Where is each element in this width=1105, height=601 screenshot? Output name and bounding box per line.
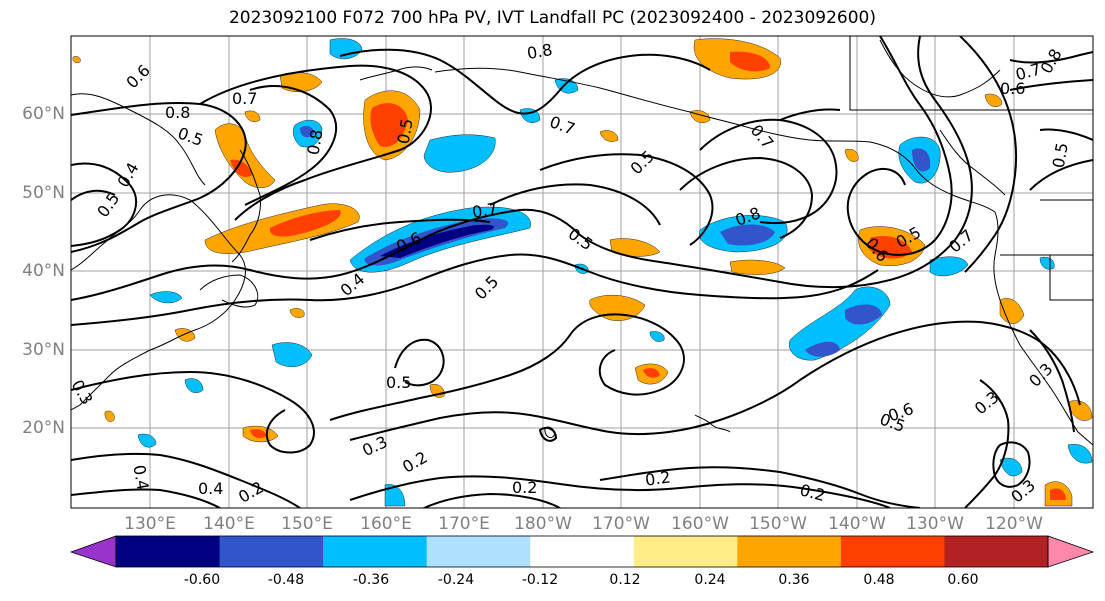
lat-label: 50°N — [22, 183, 65, 203]
colorbar-segment — [840, 536, 945, 567]
lon-label: 160°E — [360, 514, 412, 534]
colorbar-segment — [737, 536, 842, 567]
lon-label: 180°W — [514, 514, 572, 534]
contour-label: 0.2 — [644, 467, 672, 489]
contour-label: 0.8 — [303, 128, 326, 156]
colorbar-segment — [116, 536, 221, 567]
contour-label: 0.8 — [165, 103, 190, 122]
colorbar-segment — [530, 536, 635, 567]
colorbar-segment — [633, 536, 738, 567]
colorbar-tick-label: 0.36 — [778, 572, 810, 588]
pv-contours — [71, 36, 1093, 508]
colorbar — [69, 535, 1095, 568]
contour-label: 0.8 — [525, 40, 553, 63]
lon-label: 160°W — [671, 514, 729, 534]
contour-label: 0.4 — [198, 479, 223, 498]
colorbar-extend-max — [1047, 535, 1095, 568]
shaded-anomalies — [72, 38, 1093, 507]
colorbar-extend-min — [69, 535, 117, 568]
contour-label: 0.2 — [512, 478, 537, 497]
colorbar-tick-label: -0.60 — [183, 572, 221, 588]
colorbar-segment — [219, 536, 324, 567]
coastlines — [71, 36, 1093, 446]
lon-label: 120°W — [985, 514, 1043, 534]
colorbar-tick-label: 0.60 — [947, 572, 979, 588]
colorbar-tick-label: 0.48 — [863, 572, 895, 588]
contour-label: 0.6 — [1000, 79, 1025, 98]
colorbar-tick-label: -0.24 — [437, 572, 475, 588]
lon-label: 130°E — [124, 514, 176, 534]
contour-label: 0.4 — [129, 463, 152, 491]
map-frame — [70, 35, 1094, 509]
colorbar-tick-label: -0.48 — [267, 572, 305, 588]
contour-label: 0.5 — [386, 373, 411, 392]
contour-label: 0.7 — [471, 199, 499, 222]
map-gridlines — [71, 36, 1093, 508]
page-title: 2023092100 F072 700 hPa PV, IVT Landfall… — [228, 8, 876, 28]
lon-label: 150°E — [281, 514, 333, 534]
lon-label: 130°W — [906, 514, 964, 534]
lat-label: 20°N — [22, 418, 65, 438]
colorbar-tick-label: 0.12 — [609, 572, 641, 588]
lon-label: 170°E — [438, 514, 490, 534]
lat-label: 40°N — [22, 261, 65, 281]
contour-label: 0.7 — [232, 89, 257, 108]
colorbar-tick-label: -0.36 — [352, 572, 390, 588]
colorbar-segment — [944, 536, 1049, 567]
lat-label: 60°N — [22, 104, 65, 124]
lon-label: 140°W — [828, 514, 886, 534]
contour-label: 0.5 — [394, 117, 417, 145]
lon-label: 170°W — [592, 514, 650, 534]
colorbar-tick-label: 0.24 — [694, 572, 726, 588]
colorbar-segment — [426, 536, 531, 567]
colorbar-segment — [323, 536, 428, 567]
colorbar-tick-label: -0.12 — [521, 572, 559, 588]
lon-label: 150°W — [749, 514, 807, 534]
lon-label: 140°E — [203, 514, 255, 534]
contour-label: 0.5 — [1049, 141, 1072, 169]
lat-label: 30°N — [22, 340, 65, 360]
